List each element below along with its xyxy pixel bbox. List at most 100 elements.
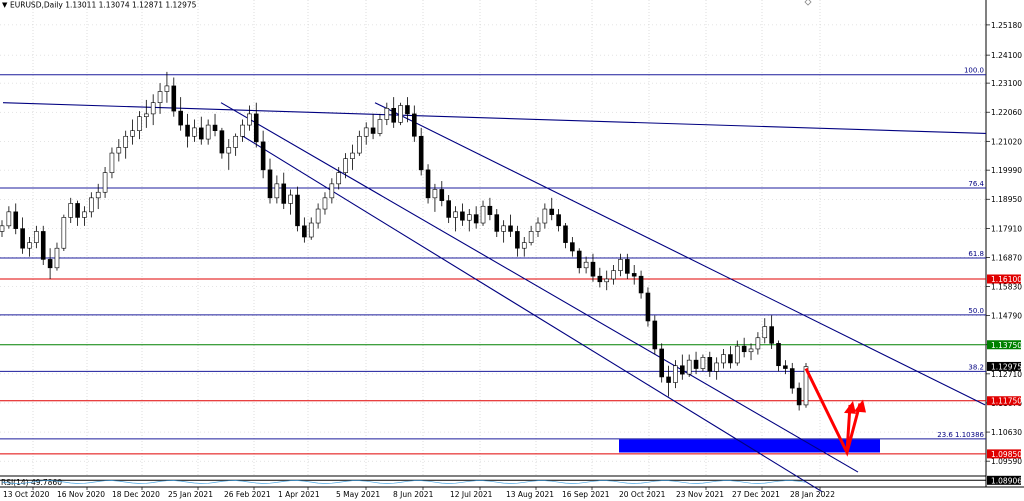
y-tick-label: 1.21020 [991,137,1022,146]
candle-body [563,225,568,243]
candle-body [384,107,390,120]
candle-body [466,214,472,221]
candle-body [460,211,465,221]
candle-body [20,228,25,249]
candle-body [212,124,218,131]
rsi-line [1,480,807,484]
y-tick-label: 1.24100 [991,51,1022,60]
candle-body [446,200,451,218]
candle-body [618,259,623,271]
candle-body [549,208,555,215]
candle-body [13,211,19,229]
candle-body [693,359,699,369]
trendline [220,102,859,473]
candle-body [144,113,149,117]
x-tick-label: 8 Jun 2021 [393,490,434,499]
candle-body [535,222,541,232]
fib-level-label: 23.6 1.10386 [937,431,984,439]
fib-level-label: 100.0 [964,67,984,75]
candle-body [528,231,534,243]
y-tick-label: 1.25180 [991,21,1022,30]
candle-body [707,357,713,372]
candle-body [370,127,376,134]
x-tick-label: 25 Jan 2021 [168,490,213,499]
candle-body [377,119,383,134]
candle-body [185,124,190,137]
candle-body [357,135,362,154]
candle-body [281,183,287,204]
candle-body [253,113,259,143]
y-tick-label: 1.14790 [991,312,1022,321]
candle-body [769,326,774,344]
grid-lines [0,0,986,476]
candle-body [274,183,280,199]
candle-body [68,203,74,218]
candle-body [192,127,197,137]
candle-body [638,275,644,294]
candle-body [295,194,300,227]
candle-body [625,259,630,274]
dropdown-triangle-icon[interactable]: ▼ [2,1,8,9]
y-tick-label: 1.12710 [991,370,1022,379]
candle-body [755,337,761,350]
horizontal-levels [0,74,986,481]
candle-body [61,217,67,249]
fibonacci-labels: 100.0 76.4 61.8 50.0 38.2 23.6 1.10386 [937,67,984,439]
x-tick-label: 13 Aug 2021 [506,490,554,499]
demand-zone [619,439,880,453]
x-tick-label: 16 Sep 2021 [562,490,610,499]
price-tag-label: 1.11750 [991,397,1022,406]
x-tick-label: 12 Jul 2021 [450,490,493,499]
y-tick-label: 1.22060 [991,108,1022,117]
candle-body [164,85,170,92]
candle-body [432,189,438,199]
candle-body [741,345,747,353]
candle-body [542,208,548,224]
candle-body [515,231,520,249]
candle-body [40,231,46,260]
candle-body [322,197,328,210]
price-tag-label: 1.16100 [991,275,1022,284]
candle-body [6,211,12,227]
fib-level-label: 50.0 [968,307,984,315]
candle-body [473,214,479,224]
candle-body [27,242,32,249]
time-axis-labels: 13 Oct 2020 16 Nov 2020 18 Dec 2020 25 Jan … [3,487,835,499]
candle-body [102,172,108,193]
trendline [2,102,987,135]
candle-body [494,214,500,232]
candle-body [178,110,183,126]
candle-body [783,365,788,369]
candle-body [789,368,795,389]
candle-body [329,183,335,199]
candle-body [240,124,245,137]
candle-body [198,127,204,140]
candle-body [666,376,671,383]
candle-body [315,208,321,224]
candle-body [247,113,252,126]
y-tick-label: 1.09590 [991,457,1022,466]
x-tick-label: 27 Dec 2021 [732,490,780,499]
candle-body [343,158,348,173]
candle-body [267,169,273,199]
x-tick-label: 1 Apr 2021 [278,490,320,499]
candle-body [686,359,692,375]
candle-body [308,222,314,238]
y-tick-label: 1.16870 [991,253,1022,262]
x-tick-label: 18 Dec 2020 [112,490,160,499]
candle-body [480,205,486,224]
candle-body [583,261,589,269]
fib-level-label: 76.4 [968,180,984,188]
candle-body [157,91,163,103]
candle-body [34,231,39,243]
y-tick-label: 1.18950 [991,195,1022,204]
candle-body [123,135,128,148]
candle-body [363,127,369,137]
y-tick-label: 1.19990 [991,166,1022,175]
y-tick-label: 1.23100 [991,79,1022,88]
candle-body [748,348,754,353]
candle-body [776,343,781,367]
candle-body [439,189,445,201]
candle-body [556,214,561,227]
